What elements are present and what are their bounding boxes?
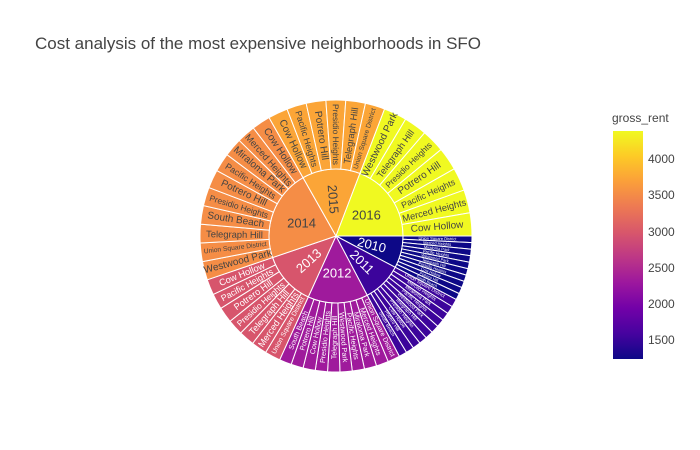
year-label: 2015 <box>325 184 342 214</box>
colorbar-tick: 4000 <box>648 152 675 167</box>
neighborhood-label: Telegraph Hill <box>329 315 339 359</box>
colorbar-tick: 2000 <box>648 296 675 311</box>
neighborhood-label: Miraloma Park <box>424 244 450 252</box>
neighborhood-label: Pacific Heights <box>423 248 450 257</box>
neighborhood-label: Westwood Park <box>337 312 350 363</box>
colorbar-tick: 3000 <box>648 224 675 239</box>
neighborhood-label: Telegraph Hill <box>422 257 447 268</box>
year-label: 2014 <box>287 215 316 230</box>
neighborhood-label: Cow Hollow <box>410 219 464 235</box>
neighborhood-label: Westwood Park <box>421 253 449 264</box>
colorbar-tick: 2500 <box>648 260 675 275</box>
neighborhood-label: Merced Heights <box>423 240 451 247</box>
colorbar <box>613 131 643 359</box>
year-label: 2016 <box>352 208 381 223</box>
neighborhood-label: Telegraph Hill <box>206 228 263 240</box>
year-label: 2012 <box>323 265 352 280</box>
neighborhood-label: Union Square District <box>419 236 458 242</box>
colorbar-title: gross_rent <box>612 111 669 125</box>
colorbar-gradient <box>613 131 643 359</box>
neighborhood-segment[interactable] <box>401 212 473 237</box>
colorbar-tick: 1500 <box>648 333 675 348</box>
neighborhood-label: Presidio Heights <box>331 104 341 165</box>
colorbar-tick: 3500 <box>648 188 675 203</box>
chart-title: Cost analysis of the most expensive neig… <box>35 34 482 53</box>
